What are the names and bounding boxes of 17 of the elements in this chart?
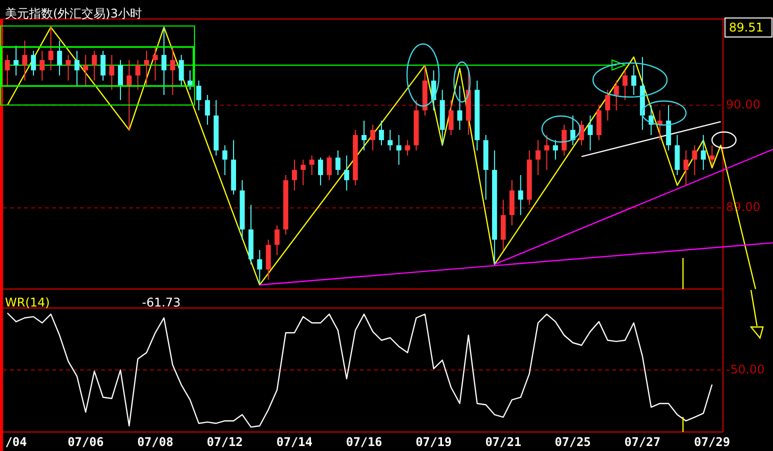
- chart-title: WR(14): [5, 295, 50, 310]
- annotation: -61.73: [142, 295, 181, 310]
- x-tick-label: /04: [5, 435, 27, 449]
- x-tick-label: 07/06: [68, 435, 104, 449]
- x-tick-label: 07/29: [694, 435, 730, 449]
- x-tick-label: 07/12: [206, 435, 243, 449]
- annotation: 89.51: [729, 20, 764, 34]
- y-tick-label: 90.00: [726, 98, 760, 112]
- x-tick-label: 07/21: [485, 435, 522, 449]
- x-tick-label: 07/19: [416, 435, 452, 449]
- x-tick-label: 07/08: [137, 435, 174, 449]
- x-tick-label: 07/16: [346, 435, 382, 449]
- chart-title: 美元指数(外汇交易)3小时: [5, 6, 142, 20]
- x-tick-label: 07/25: [554, 435, 591, 449]
- x-tick-label: 07/27: [624, 435, 661, 449]
- annotation: -50.00: [726, 362, 765, 376]
- x-tick-label: 07/14: [276, 435, 313, 449]
